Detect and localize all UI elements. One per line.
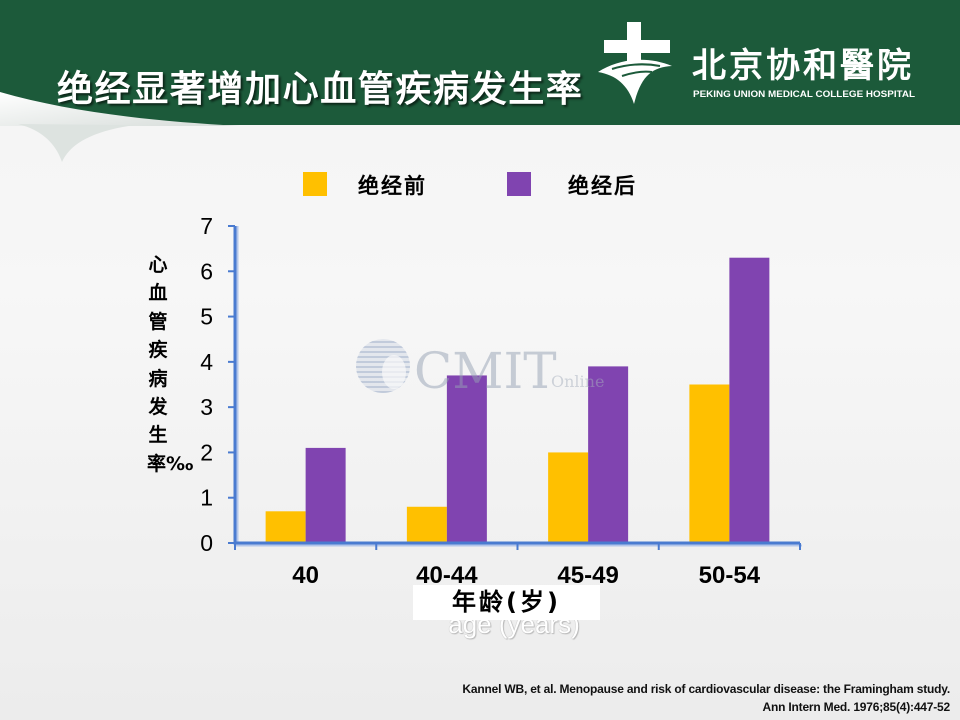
x-tick-label: 40 [292, 562, 319, 589]
slide-title: 绝经显著增加心血管疾病发生率 [57, 69, 584, 110]
bar-postmenopause-40-44 [446, 375, 487, 543]
hospital-emblem-icon [598, 22, 672, 104]
watermark-main-text: CMIT [414, 342, 557, 400]
x-tick-label: 40-44 [416, 562, 478, 589]
y-axis-label: 心血管疾病发生率‰ [147, 254, 194, 475]
bar-postmenopause-50-54 [729, 257, 770, 543]
citation-line-2: Ann Intern Med. 1976;85(4):447-52 [762, 700, 951, 714]
hospital-name-chinese: 北京协和醫院 [692, 46, 914, 86]
bars-layer [265, 257, 770, 543]
bar-premenopause-40 [265, 511, 306, 543]
y-tick-label: 2 [200, 439, 213, 465]
y-tick-label: 6 [200, 258, 213, 284]
legend-label-postmenopause: 绝经后 [568, 174, 637, 198]
citation-line-1: Kannel WB, et al. Menopause and risk of … [462, 682, 950, 696]
bar-postmenopause-40 [305, 447, 346, 543]
axes-layer: 40 40-44 45-49 50-54 0 1 2 3 4 5 6 7 [200, 213, 802, 589]
watermark: CMIT Online [356, 339, 604, 400]
watermark-sub-text: Online [551, 372, 604, 391]
header-green-band [0, 0, 960, 125]
legend-swatch-premenopause [303, 172, 327, 196]
x-tick-label: 45-49 [557, 562, 618, 589]
y-tick-label: 3 [200, 394, 213, 420]
globe-icon [356, 339, 410, 393]
x-axis-label: 年龄(岁) [452, 588, 561, 616]
legend-swatch-postmenopause [507, 172, 531, 196]
legend-label-premenopause: 绝经前 [358, 174, 427, 198]
bar-premenopause-40-44 [406, 506, 447, 543]
header: PEKING UNION MEDICAL COLLEGE HOSPITAL [0, 0, 960, 162]
y-tick-label: 1 [200, 485, 213, 511]
bar-postmenopause-45-49 [588, 366, 629, 543]
y-tick-label: 5 [200, 304, 213, 330]
header-curl [0, 92, 240, 126]
y-tick-label: 4 [200, 349, 213, 375]
header-curl-tail [18, 124, 135, 162]
x-axis-label-box [413, 585, 600, 620]
bar-premenopause-45-49 [548, 452, 589, 543]
y-tick-label: 0 [200, 530, 213, 556]
bar-premenopause-50-54 [689, 384, 730, 543]
hospital-name-english: PEKING UNION MEDICAL COLLEGE HOSPITAL [693, 89, 916, 99]
x-tick-label: 50-54 [699, 562, 761, 589]
y-tick-label: 7 [200, 213, 213, 239]
